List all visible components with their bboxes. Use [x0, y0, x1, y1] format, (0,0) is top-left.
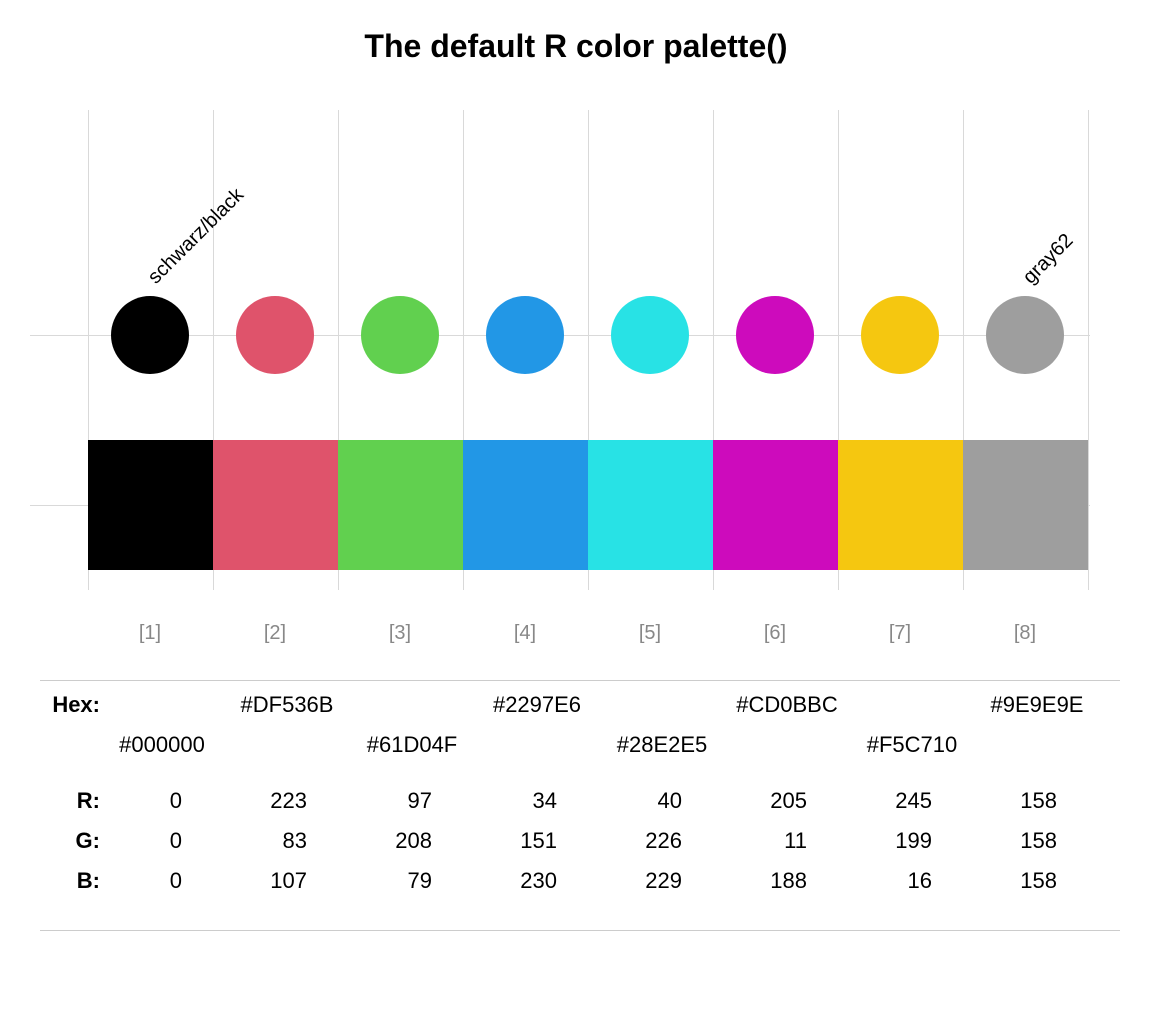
- b-value: 107: [227, 868, 307, 894]
- index-label: [8]: [1014, 622, 1036, 645]
- index-label: [4]: [514, 622, 536, 645]
- r-value: 34: [477, 788, 557, 814]
- hex-value: #2297E6: [493, 692, 581, 718]
- g-value: 83: [227, 828, 307, 854]
- hex-value: #9E9E9E: [991, 692, 1084, 718]
- g-row-label: G:: [40, 828, 100, 854]
- hex-value: #CD0BBC: [736, 692, 837, 718]
- g-value: 226: [602, 828, 682, 854]
- color-circle: [861, 296, 939, 374]
- color-square: [463, 440, 588, 570]
- r-value: 223: [227, 788, 307, 814]
- color-square: [838, 440, 963, 570]
- color-square: [213, 440, 338, 570]
- color-name-label: schwarz/black: [144, 184, 249, 289]
- color-square: [963, 440, 1088, 570]
- b-value: 158: [977, 868, 1057, 894]
- color-name-label: gray62: [1019, 229, 1079, 289]
- grid-vertical: [1088, 110, 1089, 590]
- color-circle: [236, 296, 314, 374]
- hex-value: #000000: [119, 732, 205, 758]
- r-value: 205: [727, 788, 807, 814]
- color-circle: [736, 296, 814, 374]
- g-value: 199: [852, 828, 932, 854]
- g-value: 0: [102, 828, 182, 854]
- r-value: 40: [602, 788, 682, 814]
- index-label: [2]: [264, 622, 286, 645]
- r-row-label: R:: [40, 788, 100, 814]
- color-circle: [611, 296, 689, 374]
- r-value: 245: [852, 788, 932, 814]
- hex-value: #F5C710: [867, 732, 958, 758]
- b-value: 188: [727, 868, 807, 894]
- r-value: 158: [977, 788, 1057, 814]
- index-label: [5]: [639, 622, 661, 645]
- color-square: [88, 440, 213, 570]
- color-square: [713, 440, 838, 570]
- index-label: [6]: [764, 622, 786, 645]
- table-rule: [40, 680, 1120, 681]
- chart-title: The default R color palette(): [0, 28, 1152, 65]
- g-value: 158: [977, 828, 1057, 854]
- r-value: 0: [102, 788, 182, 814]
- hex-row-label: Hex:: [40, 692, 100, 718]
- plot-area: [1]schwarz/black[2][3][4][5][6][7][8]gra…: [85, 110, 1090, 590]
- color-square: [588, 440, 713, 570]
- g-value: 151: [477, 828, 557, 854]
- color-circle: [986, 296, 1064, 374]
- b-value: 230: [477, 868, 557, 894]
- index-label: [7]: [889, 622, 911, 645]
- index-label: [3]: [389, 622, 411, 645]
- table-rule: [40, 930, 1120, 931]
- g-value: 208: [352, 828, 432, 854]
- color-circle: [361, 296, 439, 374]
- color-circle: [486, 296, 564, 374]
- hex-value: #DF536B: [241, 692, 334, 718]
- b-value: 229: [602, 868, 682, 894]
- index-label: [1]: [139, 622, 161, 645]
- hex-value: #28E2E5: [617, 732, 708, 758]
- color-circle: [111, 296, 189, 374]
- g-value: 11: [727, 828, 807, 854]
- color-square: [338, 440, 463, 570]
- b-value: 16: [852, 868, 932, 894]
- r-value: 97: [352, 788, 432, 814]
- b-value: 0: [102, 868, 182, 894]
- b-value: 79: [352, 868, 432, 894]
- hex-value: #61D04F: [367, 732, 458, 758]
- b-row-label: B:: [40, 868, 100, 894]
